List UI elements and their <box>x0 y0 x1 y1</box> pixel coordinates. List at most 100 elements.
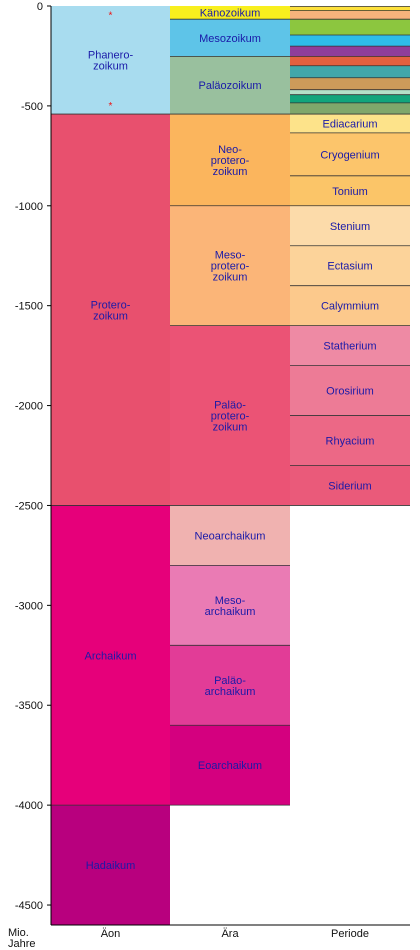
phanerozoic-period-10-rect <box>290 89 410 95</box>
era-neoarchaikum-label: Neoarchaikum <box>195 530 266 542</box>
phanerozoic-period-7-rect <box>290 56 410 66</box>
era-mesoarchaikum-label: archaikum <box>205 606 256 618</box>
column-header-ara: Ära <box>221 928 239 940</box>
eon-proterozoikum-label: Protero- <box>91 299 131 311</box>
era-kanozoikum: Känozoikum <box>170 6 290 20</box>
period-rhyacium: Rhyacium <box>290 415 410 466</box>
phanerozoic-period-9-rect <box>290 77 410 90</box>
era-mesoproterozoikum-label: zoikum <box>213 272 248 284</box>
period-orosirium-rect <box>290 365 410 416</box>
era-mesozoikum-label: Mesozoikum <box>199 33 261 45</box>
period-stenium: Stenium <box>290 205 410 246</box>
y-tick-label: -1000 <box>15 201 43 213</box>
era-palaozoikum-label: Paläozoikum <box>199 80 262 92</box>
phanerozoic-period-12 <box>290 102 410 115</box>
star-marker: * <box>109 101 113 112</box>
period-cryogenium: Cryogenium <box>290 132 410 176</box>
era-eoarchaikum-label: Eoarchaikum <box>198 760 262 772</box>
y-tick-label: -2000 <box>15 401 43 413</box>
y-tick-label: -500 <box>21 101 43 113</box>
eon-proterozoikum-label: zoikum <box>93 310 128 322</box>
era-palaoproterozoikum-label: Paläo- <box>214 400 246 412</box>
y-tick-label: -3500 <box>15 700 43 712</box>
era-palaoproterozoikum-label: protero- <box>211 411 250 423</box>
period-stenium-label: Stenium <box>330 221 370 233</box>
phanerozoic-period-3 <box>290 10 410 20</box>
era-neoproterozoikum-label: protero- <box>211 155 250 167</box>
era-neoproterozoikum: Neo-protero-zoikum <box>170 114 290 206</box>
period-ectasium-label: Ectasium <box>327 261 372 273</box>
eon-archaikum-rect <box>51 505 170 806</box>
phanerozoic-period-7 <box>290 56 410 66</box>
period-cryogenium-label: Cryogenium <box>320 149 379 161</box>
period-calymmium-rect <box>290 285 410 326</box>
era-neoarchaikum: Neoarchaikum <box>170 505 290 566</box>
y-tick-label: -1500 <box>15 301 43 313</box>
y-axis: 0 -500 -1000 -1500 -2000 -2500 -3000 -3500 -4000… <box>15 1 410 926</box>
period-ediacarium-label: Ediacarium <box>322 118 377 130</box>
eon-phanerozoikum-rect <box>51 6 170 115</box>
era-palaoarchaikum-label: Paläo- <box>214 675 246 687</box>
period-statherium: Statherium <box>290 325 410 366</box>
period-tonium-label: Tonium <box>332 186 367 198</box>
period-ectasium: Ectasium <box>290 245 410 286</box>
eon-phanerozoikum-label: Phanero- <box>88 50 134 62</box>
era-neoproterozoikum-label: Neo- <box>218 144 242 156</box>
era-palaoproterozoikum-rect <box>170 325 290 506</box>
eon-archaikum-label: Archaikum <box>85 650 137 662</box>
eon-proterozoikum-rect <box>51 114 170 506</box>
axis-unit-label: Mio. <box>8 927 29 939</box>
era-palaoproterozoikum: Paläo-protero-zoikum <box>170 325 290 506</box>
period-ediacarium-rect <box>290 114 410 133</box>
axis-unit-label: Jahre <box>8 938 36 950</box>
era-eoarchaikum-rect <box>170 725 290 806</box>
period-column: Ediacarium Cryogenium Tonium Stenium Ectasiu… <box>290 6 410 506</box>
period-statherium-rect <box>290 325 410 366</box>
era-palaoarchaikum-rect <box>170 645 290 726</box>
eon-proterozoikum: Protero-zoikum <box>51 114 170 506</box>
y-tick-label: -4000 <box>15 800 43 812</box>
phanerozoic-period-4 <box>290 19 410 35</box>
era-mesoproterozoikum: Meso-protero-zoikum <box>170 205 290 326</box>
phanerozoic-period-10 <box>290 89 410 95</box>
column-header-aon: Äon <box>101 928 121 940</box>
period-ediacarium: Ediacarium <box>290 114 410 133</box>
phanerozoic-period-12-rect <box>290 102 410 115</box>
star-marker: * <box>109 11 113 22</box>
phanerozoic-period-8-rect <box>290 65 410 78</box>
era-palaoarchaikum-label: archaikum <box>205 686 256 698</box>
y-tick-label: 0 <box>37 1 43 13</box>
eon-hadaikum: Hadaikum <box>51 805 170 925</box>
era-neoarchaikum-rect <box>170 505 290 566</box>
period-tonium-rect <box>290 175 410 206</box>
y-tick-label: -3000 <box>15 600 43 612</box>
era-mesozoikum: Mesozoikum <box>170 19 290 57</box>
phanerozoic-period-5 <box>290 34 410 47</box>
period-siderium-label: Siderium <box>328 480 371 492</box>
period-rhyacium-label: Rhyacium <box>326 436 375 448</box>
phanerozoic-period-8 <box>290 65 410 78</box>
era-mesoproterozoikum-label: protero- <box>211 261 250 273</box>
phanerozoic-period-3-rect <box>290 10 410 20</box>
era-neoproterozoikum-rect <box>170 114 290 206</box>
phanerozoic-period-2 <box>290 6 410 11</box>
phanerozoic-period-4-rect <box>290 19 410 35</box>
period-calymmium: Calymmium <box>290 285 410 326</box>
period-siderium-rect <box>290 465 410 506</box>
column-header-periode: Periode <box>331 928 369 940</box>
period-stenium-rect <box>290 205 410 246</box>
period-rhyacium-rect <box>290 415 410 466</box>
period-calymmium-label: Calymmium <box>321 301 379 313</box>
era-mesoarchaikum-rect <box>170 565 290 646</box>
era-eoarchaikum: Eoarchaikum <box>170 725 290 806</box>
eon-hadaikum-rect <box>51 805 170 925</box>
era-kanozoikum-rect <box>170 6 290 20</box>
era-column: Känozoikum Mesozoikum Paläozoikum Neo-prote… <box>170 6 290 806</box>
eon-archaikum: Archaikum <box>51 505 170 806</box>
eon-hadaikum-label: Hadaikum <box>86 860 136 872</box>
period-siderium: Siderium <box>290 465 410 506</box>
era-mesoproterozoikum-rect <box>170 205 290 326</box>
era-palaoproterozoikum-label: zoikum <box>213 422 248 434</box>
era-mesoarchaikum-label: Meso- <box>215 595 246 607</box>
